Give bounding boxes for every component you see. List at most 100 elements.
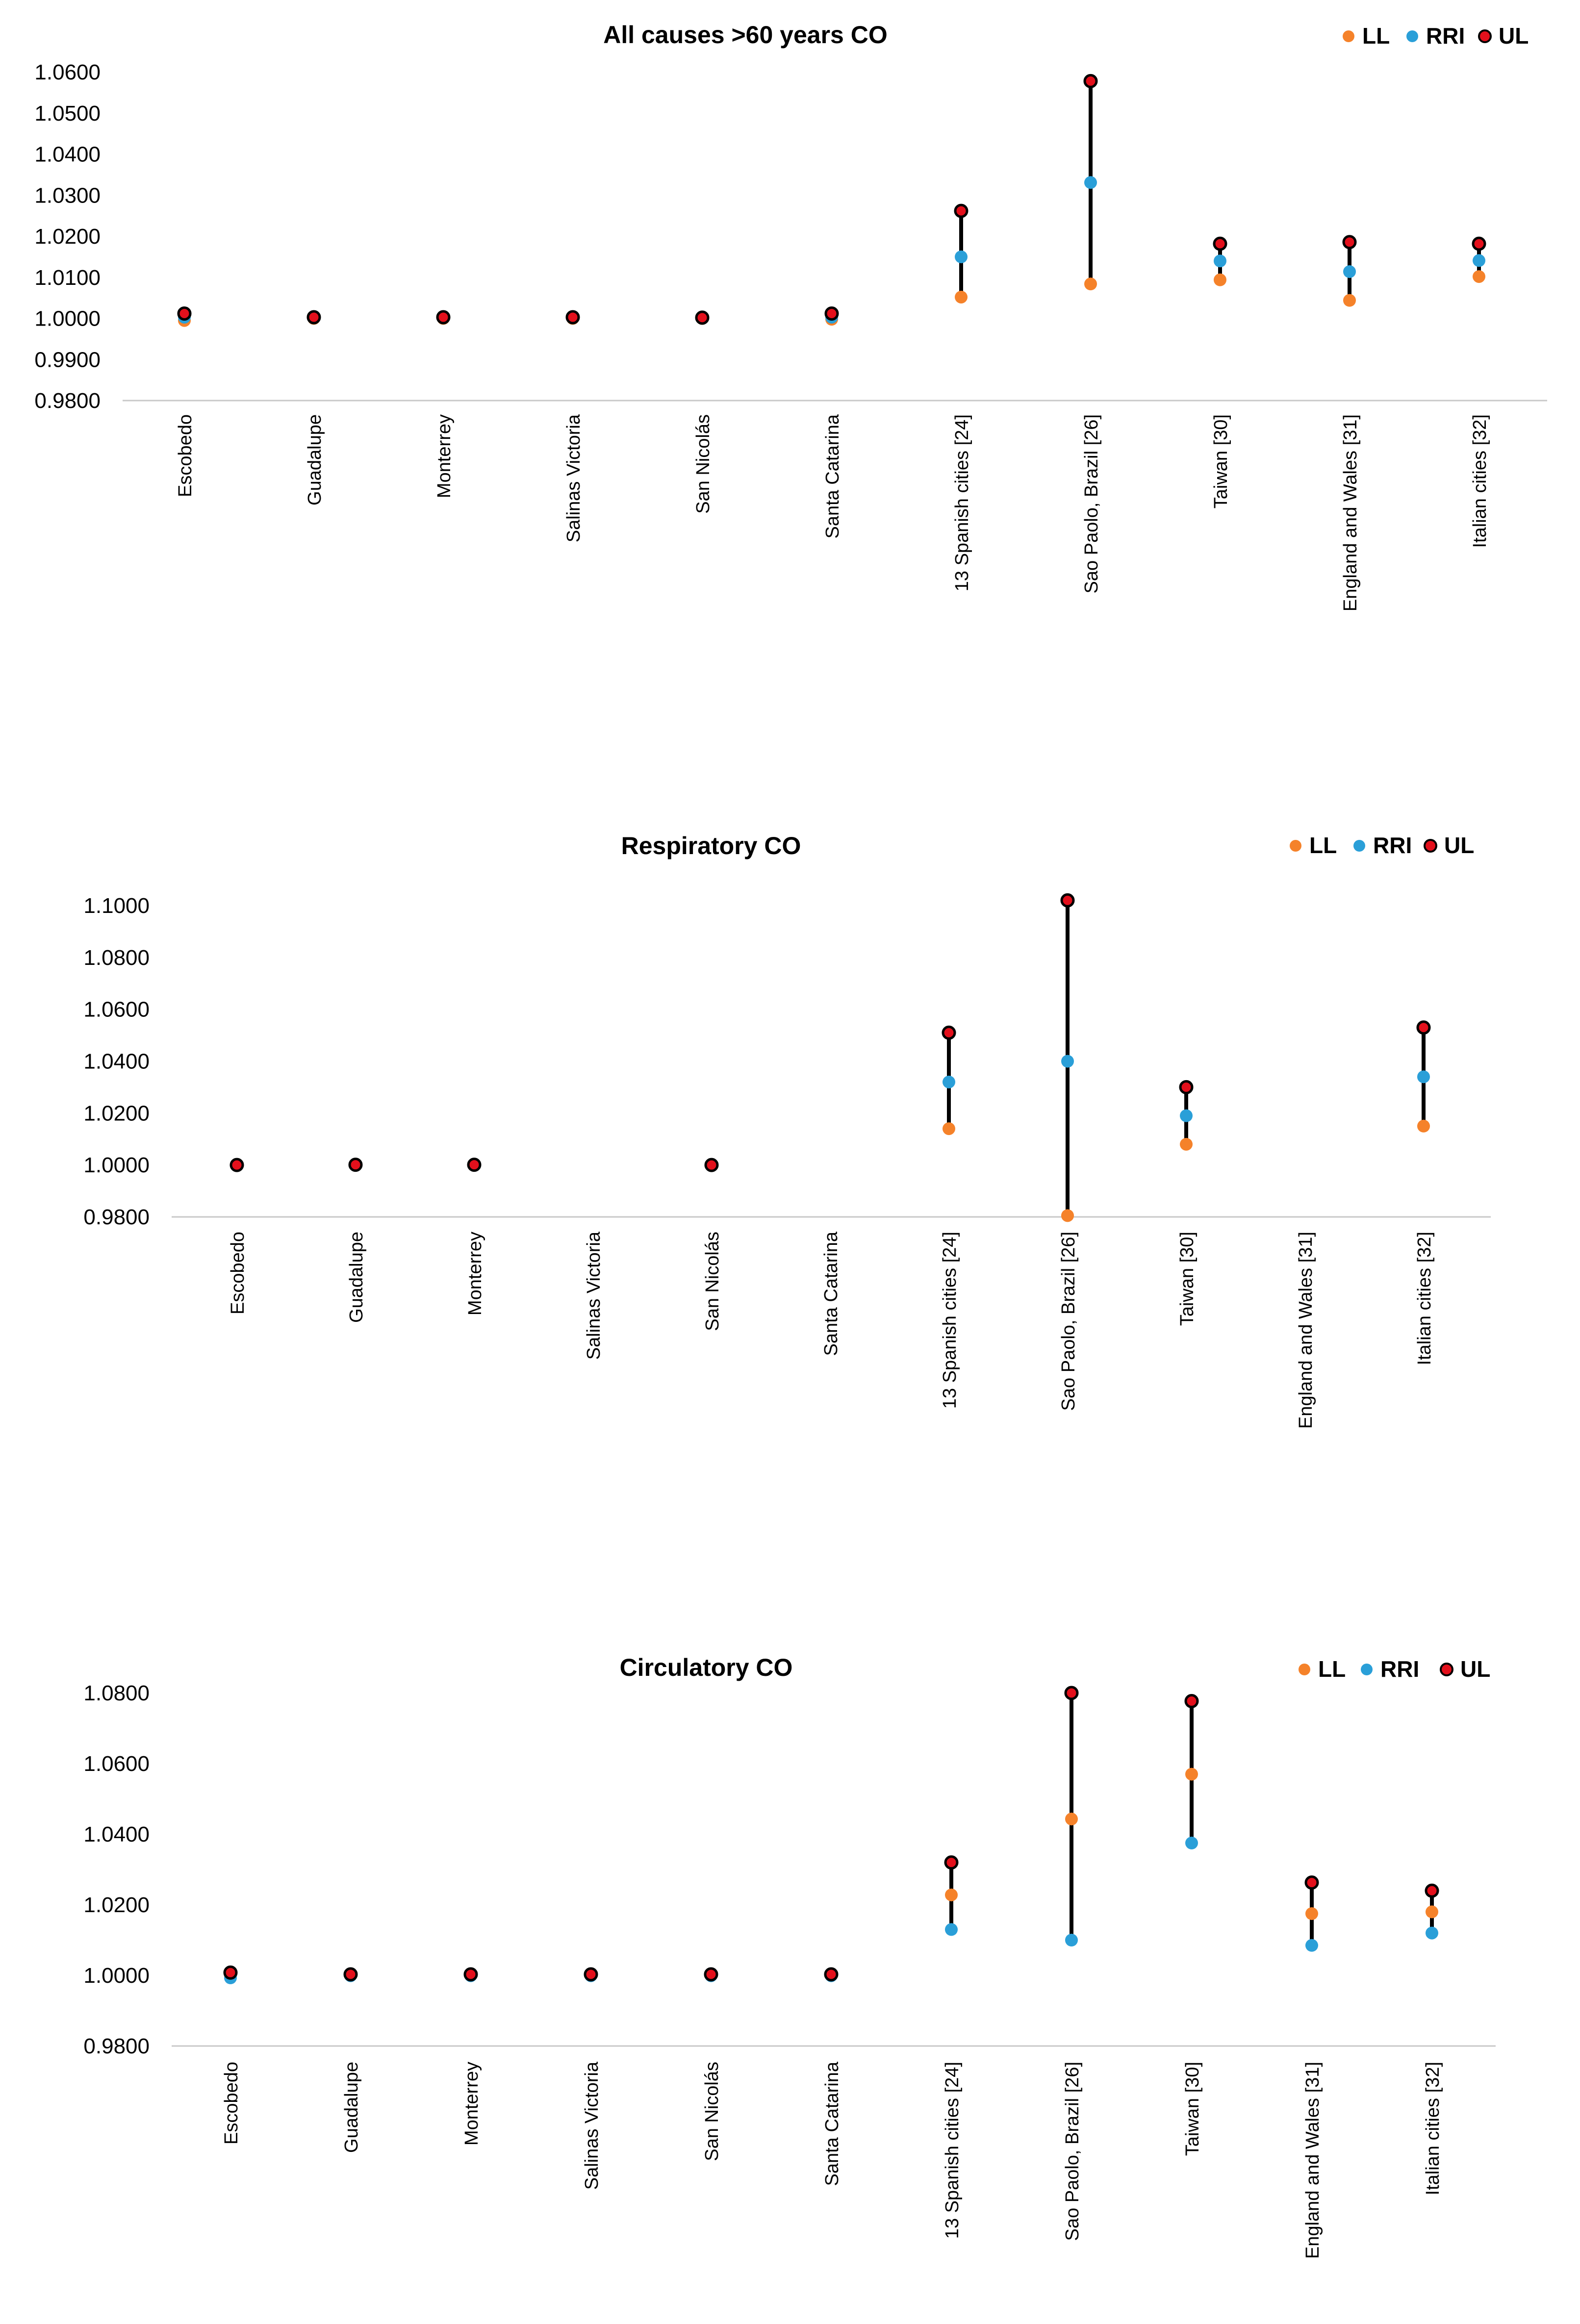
y-tick-label: 0.9800 xyxy=(83,1205,150,1229)
point-ul-england-and-wales-31 xyxy=(1342,235,1357,250)
y-tick-label: 1.0300 xyxy=(34,183,101,207)
point-rri-13-spanish-cities-24 xyxy=(945,1923,958,1936)
x-tick-label-taiwan-30: Taiwan [30] xyxy=(1177,1232,1198,1326)
point-ll-sao-paolo-brazil-26 xyxy=(1061,1209,1074,1222)
x-tick-label-taiwan-30: Taiwan [30] xyxy=(1211,414,1231,508)
legend-label-ul: UL xyxy=(1460,1656,1490,1682)
point-ul-escobedo xyxy=(177,306,192,321)
x-tick-label-escobedo: Escobedo xyxy=(228,1232,248,1314)
x-tick-label-salinas-victoria: Salinas Victoria xyxy=(582,2061,602,2190)
point-ll-sao-paolo-brazil-26 xyxy=(1065,1813,1078,1826)
y-tick-label: 1.0100 xyxy=(34,266,101,290)
point-ul-guadalupe xyxy=(306,310,321,325)
y-tick-label: 0.9800 xyxy=(83,2034,150,2058)
point-ll-england-and-wales-31 xyxy=(1305,1907,1318,1920)
x-tick-label-santa-catarina: Santa Catarina xyxy=(822,414,843,538)
point-ul-sao-paolo-brazil-26 xyxy=(1064,1686,1079,1700)
x-tick-label-taiwan-30: Taiwan [30] xyxy=(1182,2062,1203,2156)
point-ul-taiwan-30 xyxy=(1213,236,1227,251)
point-ll-13-spanish-cities-24 xyxy=(945,1888,958,1901)
point-ll-taiwan-30 xyxy=(1180,1137,1193,1151)
point-ul-sao-paolo-brazil-26 xyxy=(1083,74,1098,88)
point-ul-monterrey xyxy=(467,1158,482,1172)
point-ll-sao-paolo-brazil-26 xyxy=(1084,278,1097,291)
x-tick-label-13-spanish-cities-24: 13 Spanish cities [24] xyxy=(952,414,972,591)
legend-label-rri: RRI xyxy=(1373,833,1412,858)
point-ul-italian-cities-32 xyxy=(1425,1883,1439,1898)
point-ll-13-spanish-cities-24 xyxy=(943,1122,955,1136)
point-ul-san-nicol-s xyxy=(704,1967,718,1982)
legend-marker-ul xyxy=(1440,1663,1453,1676)
point-ul-salinas-victoria xyxy=(565,310,580,325)
point-ul-santa-catarina xyxy=(824,306,839,321)
x-tick-label-sao-paolo-brazil-26: Sao Paolo, Brazil [26] xyxy=(1081,414,1102,593)
y-tick-label: 1.0400 xyxy=(83,1822,150,1846)
point-ul-taiwan-30 xyxy=(1184,1694,1199,1709)
x-tick-label-san-nicol-s: San Nicolás xyxy=(702,1232,723,1331)
y-tick-label: 1.0000 xyxy=(83,1964,150,1988)
y-tick-label: 1.0200 xyxy=(34,225,101,249)
chart-panel-2: Respiratory CO LL RRI UL 1.1000 1.0800 1.0600 1… xyxy=(83,832,1491,1429)
legend-marker-ll xyxy=(1299,1664,1310,1675)
y-tick-label: 1.0600 xyxy=(83,998,150,1022)
point-rri-italian-cities-32 xyxy=(1426,1926,1438,1940)
point-ul-monterrey xyxy=(436,310,451,325)
point-rri-taiwan-30 xyxy=(1180,1109,1193,1122)
point-ul-santa-catarina xyxy=(824,1967,839,1982)
chart-title: Respiratory CO xyxy=(621,832,801,859)
x-tick-label-guadalupe: Guadalupe xyxy=(305,414,325,505)
point-rri-england-and-wales-31 xyxy=(1343,265,1356,278)
point-ul-escobedo xyxy=(229,1158,244,1172)
y-tick-label: 1.0000 xyxy=(83,1153,150,1177)
legend-label-ll: LL xyxy=(1362,23,1390,49)
legend-label-rri: RRI xyxy=(1380,1656,1419,1682)
x-tick-label-13-spanish-cities-24: 13 Spanish cities [24] xyxy=(942,2062,963,2239)
legend-label-rri: RRI xyxy=(1426,23,1465,49)
point-ll-taiwan-30 xyxy=(1185,1768,1198,1781)
legend-marker-ll xyxy=(1343,30,1354,42)
y-tick-label: 1.0200 xyxy=(83,1101,150,1125)
point-ul-england-and-wales-31 xyxy=(1304,1875,1319,1890)
point-ll-italian-cities-32 xyxy=(1473,270,1485,283)
x-tick-label-escobedo: Escobedo xyxy=(221,2062,242,2145)
legend-label-ul: UL xyxy=(1499,23,1529,49)
point-ul-salinas-victoria xyxy=(584,1967,598,1982)
legend-marker-ll xyxy=(1290,840,1301,852)
point-ul-san-nicol-s xyxy=(695,310,710,325)
x-tick-label-santa-catarina: Santa Catarina xyxy=(821,1231,841,1356)
point-ll-13-spanish-cities-24 xyxy=(955,290,968,303)
y-tick-label: 0.9900 xyxy=(34,348,101,372)
point-rri-sao-paolo-brazil-26 xyxy=(1084,176,1097,189)
x-tick-label-santa-catarina: Santa Catarina xyxy=(822,2061,842,2186)
point-ul-escobedo xyxy=(223,1965,238,1980)
y-tick-label: 1.0200 xyxy=(83,1893,150,1917)
point-ul-italian-cities-32 xyxy=(1472,236,1486,251)
x-tick-label-escobedo: Escobedo xyxy=(175,414,196,497)
point-ul-13-spanish-cities-24 xyxy=(942,1025,956,1040)
legend-marker-ul xyxy=(1424,839,1437,853)
point-rri-england-and-wales-31 xyxy=(1305,1939,1318,1952)
y-tick-label: 1.0400 xyxy=(83,1050,150,1074)
point-ll-england-and-wales-31 xyxy=(1343,294,1356,307)
chart-panel-3: Circulatory CO LL RRI UL 1.0800 1.0600 1.0400 1… xyxy=(83,1654,1496,2259)
x-tick-label-salinas-victoria: Salinas Victoria xyxy=(563,414,584,542)
legend-marker-ul xyxy=(1478,29,1492,43)
legend-marker-rri xyxy=(1361,1664,1373,1675)
x-tick-label-monterrey: Monterrey xyxy=(465,1232,485,1315)
x-tick-label-guadalupe: Guadalupe xyxy=(346,1232,367,1323)
chart-panel-1: All causes >60 years CO LL RRI UL 1.0600 1.05… xyxy=(34,21,1547,611)
y-tick-label: 1.0600 xyxy=(83,1752,150,1776)
point-ul-guadalupe xyxy=(348,1158,363,1172)
point-ul-san-nicol-s xyxy=(704,1158,719,1172)
y-tick-label: 1.1000 xyxy=(83,894,150,918)
y-tick-label: 1.0400 xyxy=(34,143,101,167)
legend-label-ll: LL xyxy=(1309,833,1337,858)
point-ll-italian-cities-32 xyxy=(1426,1905,1438,1919)
point-ul-italian-cities-32 xyxy=(1416,1020,1431,1035)
x-tick-label-salinas-victoria: Salinas Victoria xyxy=(584,1231,604,1360)
y-tick-label: 1.0500 xyxy=(34,101,101,126)
x-tick-label-sao-paolo-brazil-26: Sao Paolo, Brazil [26] xyxy=(1058,1232,1079,1411)
x-tick-label-italian-cities-32: Italian cities [32] xyxy=(1470,414,1490,548)
chart-title: All causes >60 years CO xyxy=(603,21,888,49)
